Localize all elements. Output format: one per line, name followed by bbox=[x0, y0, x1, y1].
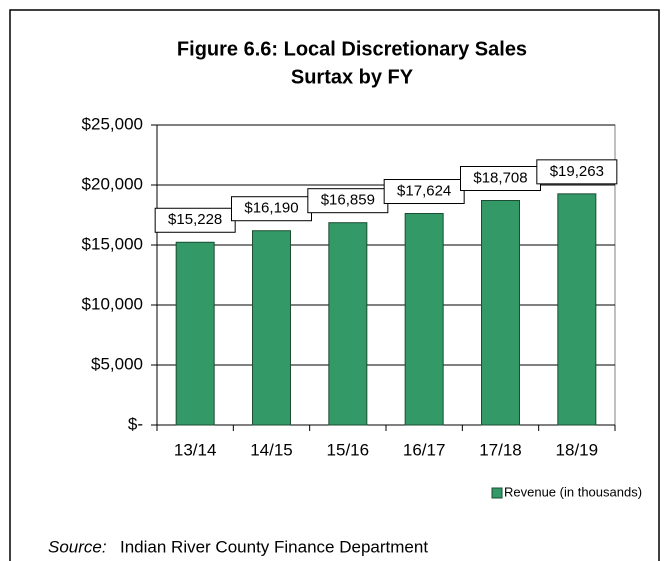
value-label-box bbox=[383, 179, 465, 205]
value-label-box bbox=[154, 207, 236, 233]
value-label-box bbox=[536, 159, 618, 185]
bar bbox=[328, 222, 368, 426]
x-tick-label: 13/14 bbox=[174, 440, 217, 459]
value-label: $18,708 bbox=[473, 169, 527, 186]
value-label-box bbox=[231, 196, 312, 222]
value-label: $17,624 bbox=[397, 182, 451, 199]
source-label: Source: bbox=[48, 537, 107, 556]
y-tick-label: $15,000 bbox=[82, 234, 143, 253]
y-tick-label: $10,000 bbox=[82, 294, 143, 313]
chart-title: Surtax by FY bbox=[291, 66, 414, 88]
y-tick-label: $- bbox=[128, 414, 143, 433]
bar bbox=[252, 230, 291, 426]
y-tick-label: $20,000 bbox=[82, 174, 143, 193]
legend-label: Revenue (in thousands) bbox=[504, 484, 642, 499]
bar bbox=[404, 213, 444, 426]
chart-title: Figure 6.6: Local Discretionary Sales bbox=[177, 38, 527, 60]
x-tick-label: 15/16 bbox=[327, 440, 370, 459]
value-label: $16,190 bbox=[244, 200, 298, 217]
x-tick-label: 14/15 bbox=[250, 440, 293, 459]
x-tick-label: 17/18 bbox=[479, 440, 522, 459]
x-tick-label: 18/19 bbox=[556, 440, 599, 459]
value-label: $15,228 bbox=[168, 211, 222, 228]
x-tick-label: 16/17 bbox=[403, 440, 446, 459]
bar bbox=[175, 241, 215, 426]
value-label: $16,859 bbox=[321, 192, 375, 209]
legend-swatch bbox=[491, 487, 503, 499]
source: Indian River County Finance Department bbox=[120, 537, 428, 556]
value-label-box bbox=[307, 188, 389, 214]
y-tick-label: $25,000 bbox=[82, 114, 143, 133]
value-label: $19,263 bbox=[550, 163, 604, 180]
bar bbox=[481, 200, 520, 426]
y-tick-label: $5,000 bbox=[91, 354, 143, 373]
bar bbox=[557, 193, 597, 426]
value-label-box bbox=[460, 166, 541, 192]
